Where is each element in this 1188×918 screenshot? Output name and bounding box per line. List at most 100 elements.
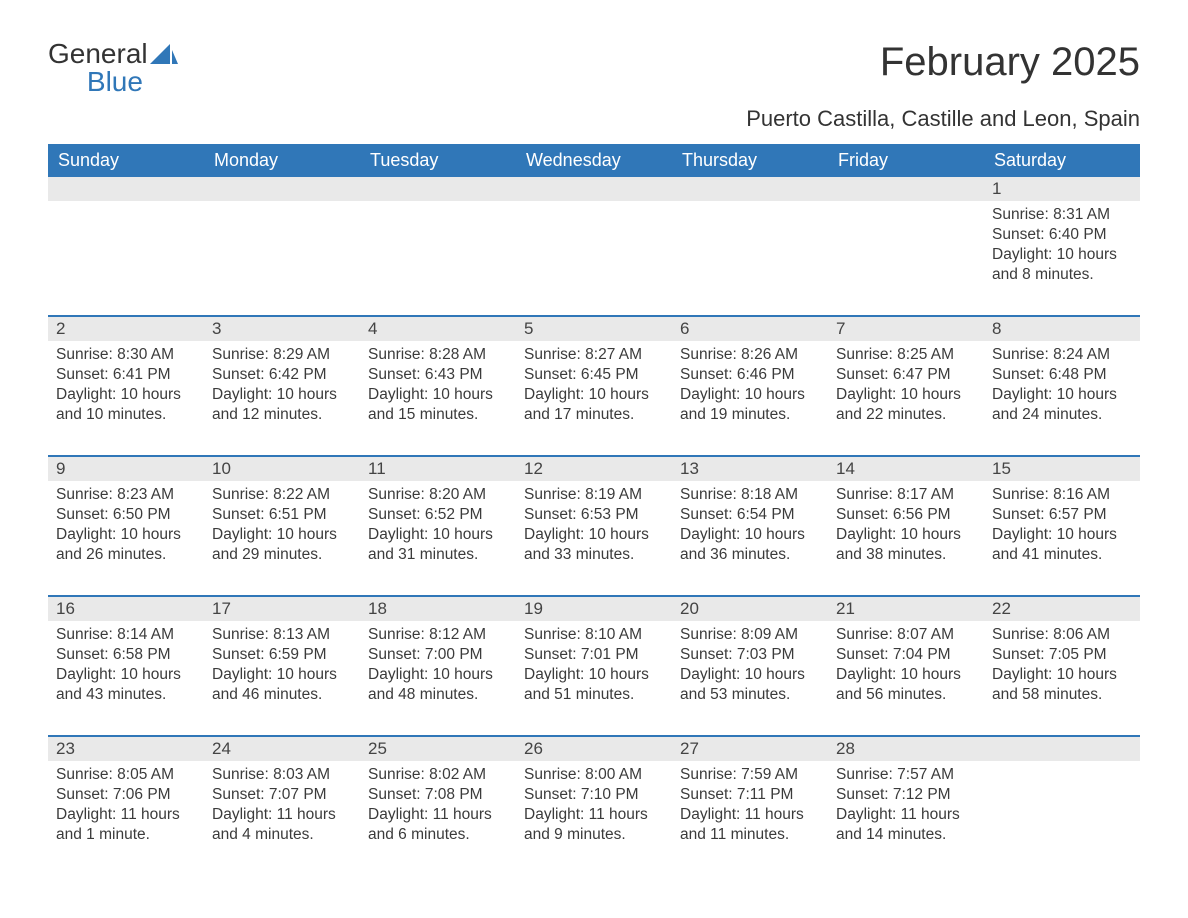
day-details: Sunrise: 8:27 AMSunset: 6:45 PMDaylight:… — [516, 341, 672, 430]
daylight-text: Daylight: 10 hours and 15 minutes. — [368, 385, 508, 425]
daylight-text: Daylight: 11 hours and 6 minutes. — [368, 805, 508, 845]
daylight-text: Daylight: 11 hours and 9 minutes. — [524, 805, 664, 845]
daylight-text: Daylight: 11 hours and 11 minutes. — [680, 805, 820, 845]
sunset-text: Sunset: 7:03 PM — [680, 645, 820, 665]
day-number: 24 — [204, 737, 360, 761]
page-title: February 2025 — [880, 40, 1140, 85]
daylight-text: Daylight: 10 hours and 38 minutes. — [836, 525, 976, 565]
calendar-cell: 2Sunrise: 8:30 AMSunset: 6:41 PMDaylight… — [48, 317, 204, 437]
sunset-text: Sunset: 6:48 PM — [992, 365, 1132, 385]
weekday-label: Wednesday — [516, 144, 672, 177]
calendar-cell: 11Sunrise: 8:20 AMSunset: 6:52 PMDayligh… — [360, 457, 516, 577]
sunset-text: Sunset: 6:57 PM — [992, 505, 1132, 525]
sunrise-text: Sunrise: 8:06 AM — [992, 625, 1132, 645]
day-number: 6 — [672, 317, 828, 341]
sunrise-text: Sunrise: 8:17 AM — [836, 485, 976, 505]
calendar-cell: 16Sunrise: 8:14 AMSunset: 6:58 PMDayligh… — [48, 597, 204, 717]
day-number: 18 — [360, 597, 516, 621]
weekday-label: Sunday — [48, 144, 204, 177]
location-subtitle: Puerto Castilla, Castille and Leon, Spai… — [48, 106, 1140, 132]
daylight-text: Daylight: 11 hours and 4 minutes. — [212, 805, 352, 845]
day-details: Sunrise: 8:29 AMSunset: 6:42 PMDaylight:… — [204, 341, 360, 430]
calendar-week: 23Sunrise: 8:05 AMSunset: 7:06 PMDayligh… — [48, 735, 1140, 857]
day-number: 13 — [672, 457, 828, 481]
day-number — [48, 177, 204, 201]
day-details: Sunrise: 7:57 AMSunset: 7:12 PMDaylight:… — [828, 761, 984, 850]
sunset-text: Sunset: 6:54 PM — [680, 505, 820, 525]
weekday-label: Monday — [204, 144, 360, 177]
sunset-text: Sunset: 6:47 PM — [836, 365, 976, 385]
weekday-label: Friday — [828, 144, 984, 177]
logo-text: General Blue — [48, 40, 148, 96]
calendar-cell: 22Sunrise: 8:06 AMSunset: 7:05 PMDayligh… — [984, 597, 1140, 717]
sunset-text: Sunset: 7:12 PM — [836, 785, 976, 805]
sunset-text: Sunset: 7:07 PM — [212, 785, 352, 805]
calendar-cell: 24Sunrise: 8:03 AMSunset: 7:07 PMDayligh… — [204, 737, 360, 857]
sunrise-text: Sunrise: 8:20 AM — [368, 485, 508, 505]
daylight-text: Daylight: 10 hours and 33 minutes. — [524, 525, 664, 565]
day-number — [360, 177, 516, 201]
sunrise-text: Sunrise: 8:14 AM — [56, 625, 196, 645]
day-details: Sunrise: 8:00 AMSunset: 7:10 PMDaylight:… — [516, 761, 672, 850]
sunset-text: Sunset: 6:41 PM — [56, 365, 196, 385]
calendar-cell: 8Sunrise: 8:24 AMSunset: 6:48 PMDaylight… — [984, 317, 1140, 437]
daylight-text: Daylight: 10 hours and 53 minutes. — [680, 665, 820, 705]
day-details: Sunrise: 8:23 AMSunset: 6:50 PMDaylight:… — [48, 481, 204, 570]
day-details: Sunrise: 8:06 AMSunset: 7:05 PMDaylight:… — [984, 621, 1140, 710]
day-details: Sunrise: 8:03 AMSunset: 7:07 PMDaylight:… — [204, 761, 360, 850]
calendar-cell: 15Sunrise: 8:16 AMSunset: 6:57 PMDayligh… — [984, 457, 1140, 577]
calendar-cell — [516, 177, 672, 297]
calendar-week: 2Sunrise: 8:30 AMSunset: 6:41 PMDaylight… — [48, 315, 1140, 437]
day-number: 26 — [516, 737, 672, 761]
sunrise-text: Sunrise: 8:22 AM — [212, 485, 352, 505]
daylight-text: Daylight: 10 hours and 10 minutes. — [56, 385, 196, 425]
day-number: 14 — [828, 457, 984, 481]
day-details: Sunrise: 8:19 AMSunset: 6:53 PMDaylight:… — [516, 481, 672, 570]
sail-icon — [150, 44, 178, 73]
day-details: Sunrise: 8:30 AMSunset: 6:41 PMDaylight:… — [48, 341, 204, 430]
day-details: Sunrise: 8:22 AMSunset: 6:51 PMDaylight:… — [204, 481, 360, 570]
day-details: Sunrise: 8:12 AMSunset: 7:00 PMDaylight:… — [360, 621, 516, 710]
daylight-text: Daylight: 10 hours and 17 minutes. — [524, 385, 664, 425]
calendar-cell — [204, 177, 360, 297]
day-details: Sunrise: 8:09 AMSunset: 7:03 PMDaylight:… — [672, 621, 828, 710]
calendar-week: 1Sunrise: 8:31 AMSunset: 6:40 PMDaylight… — [48, 177, 1140, 297]
day-number — [516, 177, 672, 201]
sunset-text: Sunset: 6:50 PM — [56, 505, 196, 525]
sunset-text: Sunset: 6:56 PM — [836, 505, 976, 525]
day-details: Sunrise: 8:17 AMSunset: 6:56 PMDaylight:… — [828, 481, 984, 570]
sunrise-text: Sunrise: 8:10 AM — [524, 625, 664, 645]
daylight-text: Daylight: 10 hours and 22 minutes. — [836, 385, 976, 425]
daylight-text: Daylight: 10 hours and 56 minutes. — [836, 665, 976, 705]
calendar-cell: 10Sunrise: 8:22 AMSunset: 6:51 PMDayligh… — [204, 457, 360, 577]
calendar-week: 16Sunrise: 8:14 AMSunset: 6:58 PMDayligh… — [48, 595, 1140, 717]
day-number — [984, 737, 1140, 761]
daylight-text: Daylight: 10 hours and 58 minutes. — [992, 665, 1132, 705]
day-details: Sunrise: 8:02 AMSunset: 7:08 PMDaylight:… — [360, 761, 516, 850]
calendar-cell — [828, 177, 984, 297]
calendar-cell: 18Sunrise: 8:12 AMSunset: 7:00 PMDayligh… — [360, 597, 516, 717]
daylight-text: Daylight: 10 hours and 26 minutes. — [56, 525, 196, 565]
day-number: 28 — [828, 737, 984, 761]
daylight-text: Daylight: 10 hours and 43 minutes. — [56, 665, 196, 705]
sunrise-text: Sunrise: 8:12 AM — [368, 625, 508, 645]
sunrise-text: Sunrise: 8:18 AM — [680, 485, 820, 505]
sunrise-text: Sunrise: 8:25 AM — [836, 345, 976, 365]
daylight-text: Daylight: 10 hours and 48 minutes. — [368, 665, 508, 705]
calendar-cell — [672, 177, 828, 297]
calendar-cell: 4Sunrise: 8:28 AMSunset: 6:43 PMDaylight… — [360, 317, 516, 437]
day-number: 7 — [828, 317, 984, 341]
day-number — [204, 177, 360, 201]
sunset-text: Sunset: 6:53 PM — [524, 505, 664, 525]
day-number: 1 — [984, 177, 1140, 201]
day-number: 17 — [204, 597, 360, 621]
day-details: Sunrise: 8:31 AMSunset: 6:40 PMDaylight:… — [984, 201, 1140, 290]
calendar: SundayMondayTuesdayWednesdayThursdayFrid… — [48, 144, 1140, 857]
daylight-text: Daylight: 10 hours and 31 minutes. — [368, 525, 508, 565]
day-number: 20 — [672, 597, 828, 621]
day-number — [672, 177, 828, 201]
calendar-cell: 1Sunrise: 8:31 AMSunset: 6:40 PMDaylight… — [984, 177, 1140, 297]
sunrise-text: Sunrise: 8:27 AM — [524, 345, 664, 365]
weekday-label: Thursday — [672, 144, 828, 177]
daylight-text: Daylight: 10 hours and 36 minutes. — [680, 525, 820, 565]
